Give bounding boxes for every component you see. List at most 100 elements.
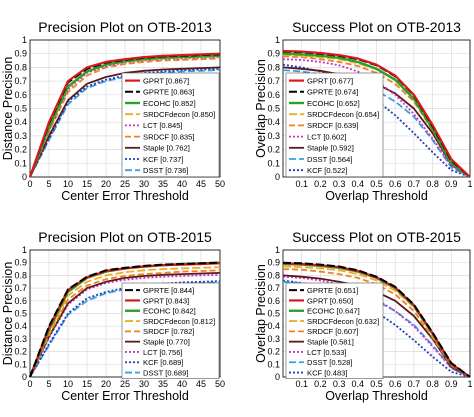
x-tick-label: 0 — [27, 379, 32, 389]
x-tick-label: 35 — [158, 379, 168, 389]
legend-entry: GPRTE [0.674] — [307, 88, 358, 97]
series-line — [29, 272, 221, 378]
legend-entry: GPRT [0.843] — [143, 296, 189, 305]
chart-title: Precision Plot on OTB-2015 — [38, 229, 212, 245]
chart-panel-2: Success Plot on OTB-2013 0 0.1 0.2 0.3 0.4 0.5… — [254, 19, 473, 203]
legend-entry: Staple [0.762] — [143, 144, 190, 153]
x-tick-label: 0.1 — [295, 179, 308, 189]
x-tick-label: 1 — [467, 179, 472, 189]
y-tick-label: 0.8 — [14, 62, 27, 72]
legend-entry: GPRT [0.677] — [307, 76, 353, 85]
y-tick-label: 0.6 — [14, 296, 27, 306]
legend-entry: GPRT [0.867] — [143, 76, 189, 85]
y-tick-label: 0.1 — [267, 158, 280, 168]
x-axis-label: Center Error Threshold — [61, 389, 189, 403]
x-tick-label: 5 — [46, 179, 51, 189]
legend-entry: GPRT [0.650] — [307, 296, 353, 305]
legend-entry: DSST [0.564] — [307, 155, 352, 164]
x-tick-label: 0.5 — [370, 179, 383, 189]
x-tick-label: 0.7 — [408, 179, 421, 189]
legend-entry: Staple [0.592] — [307, 144, 354, 153]
chart-title: Success Plot on OTB-2013 — [292, 19, 461, 35]
x-tick-label: 0.8 — [426, 379, 439, 389]
x-tick-label: 40 — [177, 379, 187, 389]
x-tick-label: 20 — [101, 179, 111, 189]
legend-entry: LCT [0.602] — [307, 132, 347, 141]
legend-entry: SRDCF [0.835] — [143, 132, 195, 141]
y-tick-label: 0.8 — [267, 270, 280, 280]
y-tick-label: 0.1 — [14, 158, 27, 168]
y-axis-label: Overlap Precision — [254, 59, 268, 158]
legend: GPRT [0.867] GPRTE [0.863] ECOHC [0.852] SR… — [121, 72, 220, 178]
x-tick-label: 0.6 — [389, 179, 402, 189]
chart-panel-4: Success Plot on OTB-2015 0 0.1 0.2 0.3 0.4 0.5… — [254, 229, 473, 403]
y-tick-label: 0.4 — [267, 117, 280, 127]
x-tick-label: 0.6 — [389, 379, 402, 389]
x-tick-label: 50 — [215, 179, 225, 189]
x-tick-label: 0.2 — [314, 379, 327, 389]
y-tick-label: 0.9 — [14, 258, 27, 268]
y-axis-label: Overlap Precision — [254, 264, 268, 363]
legend-entry: KCF [0.689] — [143, 358, 184, 367]
y-tick-label: 0.5 — [14, 104, 27, 114]
x-tick-label: 45 — [196, 179, 206, 189]
x-tick-label: 0.4 — [352, 379, 365, 389]
x-tick-label: 0.8 — [426, 179, 439, 189]
legend-entry: LCT [0.845] — [143, 121, 183, 130]
legend-entry: SRDCFdecon [0.654] — [307, 110, 379, 119]
y-tick-label: 0.2 — [14, 145, 27, 155]
x-tick-label: 0.1 — [295, 379, 308, 389]
series-line — [29, 57, 221, 178]
y-tick-label: 0.3 — [14, 334, 27, 344]
legend-entry: GPRTE [0.844] — [143, 286, 194, 295]
y-tick-label: 0.5 — [267, 104, 280, 114]
legend-entry: SRDCFdecon [0.812] — [143, 317, 215, 326]
y-tick-label: 0.3 — [14, 131, 27, 141]
legend-entry: DSST [0.689] — [143, 368, 188, 377]
y-tick-label: 0.3 — [267, 334, 280, 344]
x-tick-label: 5 — [46, 379, 51, 389]
x-tick-label: 15 — [82, 379, 92, 389]
series-lines — [28, 261, 221, 378]
x-tick-label: 30 — [139, 179, 149, 189]
y-axis-label: Distance Precision — [1, 57, 15, 161]
legend-entry: KCF [0.522] — [307, 166, 348, 175]
x-tick-label: 0.5 — [370, 379, 383, 389]
y-tick-label: 0.2 — [267, 347, 280, 357]
legend-entry: SRDCFdecon [0.632] — [307, 317, 379, 326]
legend-entry: LCT [0.533] — [307, 348, 347, 357]
y-tick-label: 0.6 — [267, 90, 280, 100]
y-tick-label: 0.9 — [14, 49, 27, 59]
legend: GPRTE [0.651]GPRT [0.650]ECOHC [0.647]SR… — [285, 282, 384, 379]
series-line — [282, 49, 471, 178]
y-tick-label: 1 — [22, 35, 27, 45]
legend-entry: ECOHC [0.652] — [307, 99, 360, 108]
x-tick-label: 0.9 — [445, 179, 458, 189]
legend-entry: KCF [0.737] — [143, 155, 184, 164]
legend: GPRT [0.677] GPRTE [0.674] ECOHC [0.652] SR… — [285, 72, 384, 178]
y-tick-label: 0 — [22, 372, 27, 382]
x-tick-label: 0.4 — [352, 179, 365, 189]
y-tick-label: 0.4 — [267, 321, 280, 331]
y-tick-label: 0 — [275, 172, 280, 182]
y-tick-label: 0.7 — [267, 283, 280, 293]
legend-entry: SRDCF [0.639] — [307, 121, 359, 130]
legend-entry: ECOHC [0.842] — [143, 307, 196, 316]
y-tick-label: 0.5 — [267, 309, 280, 319]
y-tick-label: 0.1 — [267, 359, 280, 369]
y-tick-label: 0 — [22, 172, 27, 182]
x-tick-label: 40 — [177, 179, 187, 189]
series-line — [282, 52, 471, 178]
y-tick-label: 0.8 — [14, 270, 27, 280]
y-tick-label: 0.7 — [14, 76, 27, 86]
legend-entry: GPRTE [0.863] — [143, 88, 194, 97]
x-tick-label: 45 — [196, 379, 206, 389]
x-tick-label: 1 — [467, 379, 472, 389]
x-tick-label: 10 — [63, 179, 73, 189]
x-tick-label: 15 — [82, 179, 92, 189]
legend-entry: DSST [0.736] — [143, 166, 188, 175]
legend-entry: Staple [0.770] — [143, 337, 190, 346]
y-axis-label: Distance Precision — [1, 262, 15, 366]
series-line — [29, 269, 221, 378]
x-axis-label: Overlap Threshold — [325, 389, 428, 403]
